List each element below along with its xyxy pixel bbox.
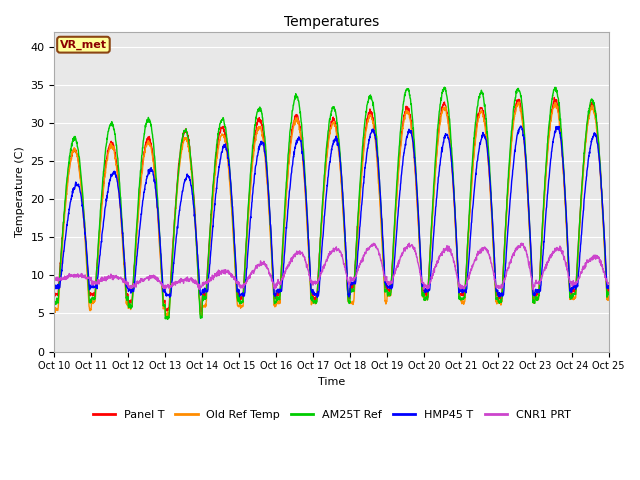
HMP45 T [605,283,612,288]
HMP45 T [493,288,500,293]
CNR1 PRT [529,287,537,293]
Line: Panel T: Panel T [54,97,609,312]
Old Ref Temp [164,314,172,320]
Line: HMP45 T: HMP45 T [54,126,609,297]
HMP45 T [360,180,367,186]
Old Ref Temp [360,148,367,154]
Title: Temperatures: Temperatures [284,15,380,29]
Text: VR_met: VR_met [60,39,107,50]
Panel T [493,292,500,298]
CNR1 PRT [556,248,564,253]
Panel T [360,141,367,147]
CNR1 PRT [205,278,213,284]
Panel T [605,287,612,292]
Line: AM25T Ref: AM25T Ref [54,87,609,319]
Old Ref Temp [572,295,579,300]
Old Ref Temp [51,307,58,312]
Old Ref Temp [348,299,356,305]
Panel T [205,240,213,246]
Panel T [51,291,58,297]
Panel T [348,285,356,290]
HMP45 T [348,282,356,288]
AM25T Ref [556,118,564,123]
CNR1 PRT [518,240,525,246]
CNR1 PRT [605,281,612,287]
CNR1 PRT [493,285,500,291]
Panel T [572,288,579,294]
Panel T [198,309,206,315]
Old Ref Temp [205,251,213,256]
AM25T Ref [605,290,612,296]
AM25T Ref [205,241,213,247]
Panel T [550,95,558,100]
CNR1 PRT [348,275,355,280]
Old Ref Temp [605,297,612,303]
Legend: Panel T, Old Ref Temp, AM25T Ref, HMP45 T, CNR1 PRT: Panel T, Old Ref Temp, AM25T Ref, HMP45 … [88,405,575,424]
AM25T Ref [360,130,367,136]
Line: CNR1 PRT: CNR1 PRT [54,243,609,290]
AM25T Ref [441,84,449,90]
Y-axis label: Temperature (C): Temperature (C) [15,146,25,237]
HMP45 T [314,294,321,300]
AM25T Ref [164,316,172,322]
Old Ref Temp [515,99,523,105]
CNR1 PRT [360,252,367,258]
HMP45 T [51,285,58,290]
HMP45 T [556,132,564,138]
CNR1 PRT [572,279,579,285]
CNR1 PRT [51,277,58,283]
X-axis label: Time: Time [318,377,345,387]
HMP45 T [205,270,213,276]
HMP45 T [572,287,579,292]
HMP45 T [517,123,525,129]
AM25T Ref [493,296,501,301]
Old Ref Temp [493,301,500,307]
AM25T Ref [348,289,356,295]
Panel T [556,124,564,130]
AM25T Ref [572,291,579,297]
AM25T Ref [51,297,58,302]
Old Ref Temp [556,130,564,136]
Line: Old Ref Temp: Old Ref Temp [54,102,609,317]
